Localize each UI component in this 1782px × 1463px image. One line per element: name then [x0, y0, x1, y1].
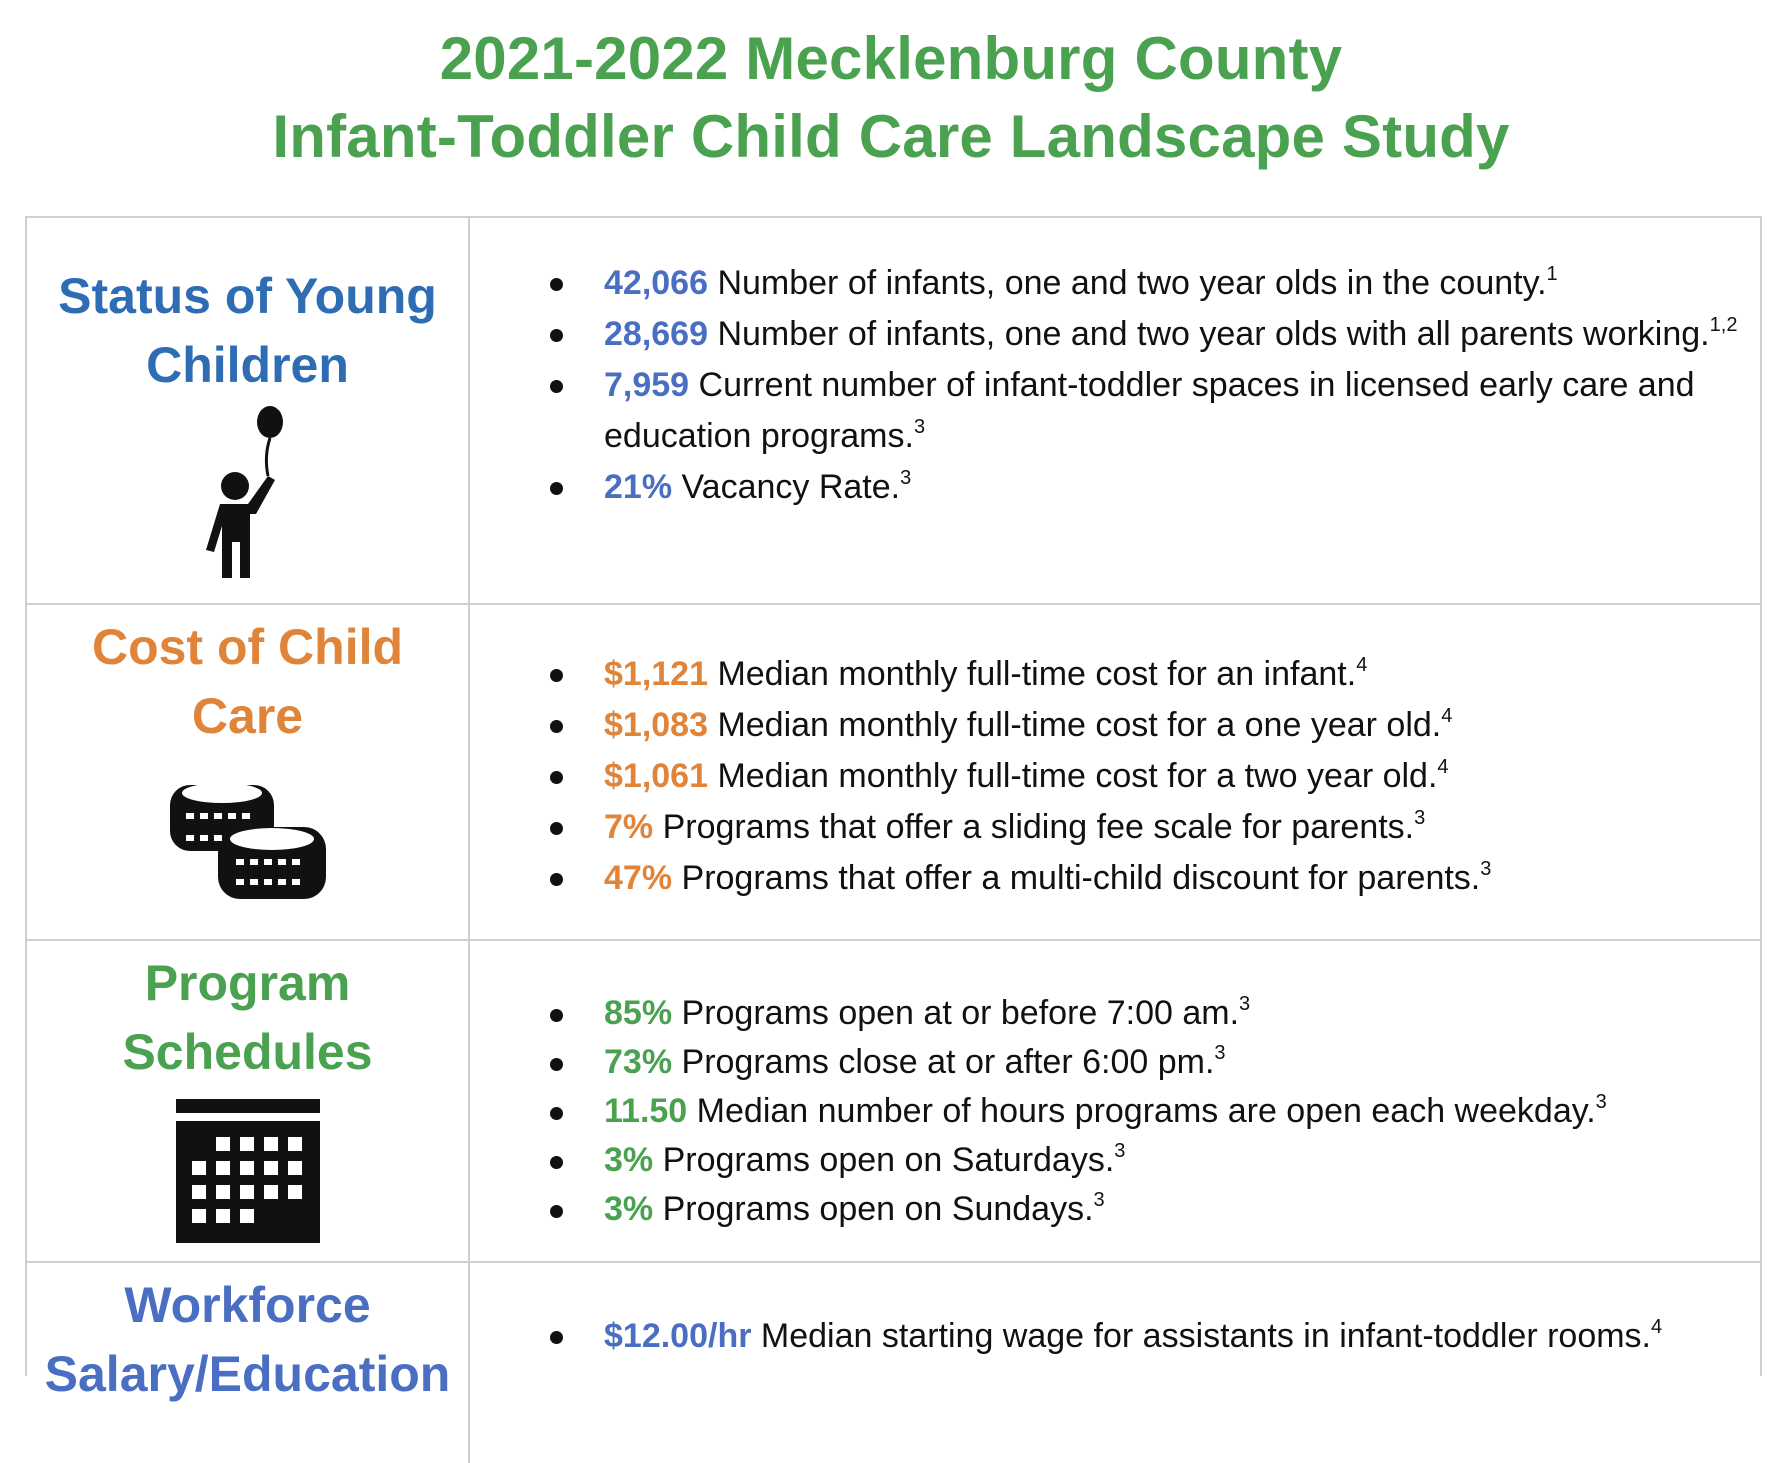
workforce-list: $12.00/hr Median starting wage for assis…	[470, 1311, 1760, 1362]
title-line-2: Infant-Toddler Child Care Landscape Stud…	[272, 103, 1510, 170]
list-item: 3% Programs open on Saturdays.3	[470, 1136, 1760, 1185]
summary-table: Status of Young Children 42,066 Number o…	[25, 216, 1762, 1463]
list-item: 7% Programs that offer a sliding fee sca…	[470, 802, 1760, 853]
list-item: 11.50 Median number of hours programs ar…	[470, 1087, 1760, 1136]
list-item: $1,083 Median monthly full-time cost for…	[470, 700, 1760, 751]
schedules-heading-cell: Program Schedules	[27, 941, 470, 1261]
list-item: 3% Programs open on Sundays.3	[470, 1185, 1760, 1234]
cost-heading: Cost of Child Care	[91, 619, 404, 744]
child-balloon-icon	[205, 406, 283, 578]
workforce-heading: Workforce Salary/Education	[44, 1277, 451, 1402]
workforce-heading-cell: Workforce Salary/Education	[27, 1263, 470, 1463]
list-item: 21% Vacancy Rate.3	[470, 462, 1760, 513]
schedules-list: 85% Programs open at or before 7:00 am.3…	[470, 989, 1760, 1234]
page-title: 2021-2022 Mecklenburg County Infant-Todd…	[0, 20, 1782, 176]
status-heading-cell: Status of Young Children	[27, 218, 470, 603]
cost-heading-cell: Cost of Child Care	[27, 605, 470, 939]
row-program-schedules: Program Schedules 85% Programs open at o…	[27, 941, 1760, 1263]
list-item: $12.00/hr Median starting wage for assis…	[470, 1311, 1760, 1362]
calendar-icon	[175, 1099, 320, 1243]
list-item: 73% Programs close at or after 6:00 pm.3	[470, 1038, 1760, 1087]
list-item: 85% Programs open at or before 7:00 am.3	[470, 989, 1760, 1038]
schedules-heading: Program Schedules	[122, 955, 373, 1080]
row-cost-of-child-care: Cost of Child Care	[27, 605, 1760, 941]
status-list: 42,066 Number of infants, one and two ye…	[470, 258, 1760, 513]
list-item: $1,121 Median monthly full-time cost for…	[470, 649, 1760, 700]
status-heading: Status of Young Children	[58, 268, 437, 393]
list-item: 28,669 Number of infants, one and two ye…	[470, 309, 1760, 360]
list-item: 7,959 Current number of infant-toddler s…	[470, 360, 1760, 462]
cost-list: $1,121 Median monthly full-time cost for…	[470, 649, 1760, 904]
coins-icon	[169, 783, 326, 899]
list-item: 47% Programs that offer a multi-child di…	[470, 853, 1760, 904]
list-item: 42,066 Number of infants, one and two ye…	[470, 258, 1760, 309]
row-status-young-children: Status of Young Children 42,066 Number o…	[27, 218, 1760, 605]
title-line-1: 2021-2022 Mecklenburg County	[439, 25, 1343, 92]
list-item: $1,061 Median monthly full-time cost for…	[470, 751, 1760, 802]
row-workforce: Workforce Salary/Education $12.00/hr Med…	[27, 1263, 1760, 1463]
